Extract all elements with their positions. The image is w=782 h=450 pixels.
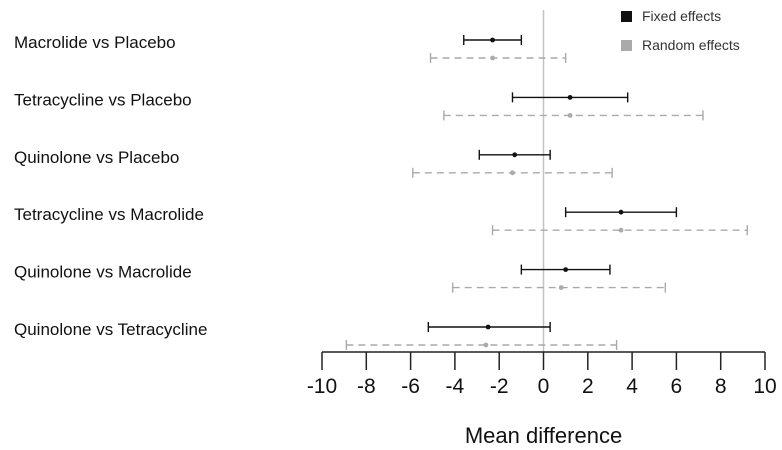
x-tick-label: -10	[307, 375, 337, 398]
legend-label: Fixed effects	[642, 8, 721, 24]
series-random-effects	[345, 53, 748, 350]
point-estimate	[558, 285, 564, 290]
point-estimate	[618, 209, 624, 215]
legend-swatch	[621, 40, 632, 51]
comparison-label: Quinolone vs Tetracycline	[14, 320, 207, 339]
point-estimate	[512, 152, 518, 158]
point-estimate	[567, 95, 573, 100]
x-tick-label: -8	[357, 375, 376, 398]
comparison-label: Tetracycline vs Macrolide	[14, 205, 204, 224]
x-tick-label: 2	[582, 375, 594, 398]
x-tick-label: 4	[626, 375, 638, 398]
point-estimate	[490, 55, 495, 61]
point-estimate	[563, 267, 569, 272]
x-tick-label: -6	[401, 375, 420, 398]
x-tick-label: 6	[671, 375, 683, 398]
point-estimate	[510, 170, 515, 176]
point-estimate	[490, 37, 495, 43]
x-tick-label: -2	[490, 375, 509, 398]
legend-swatch	[621, 11, 632, 22]
interval-series	[345, 35, 748, 350]
comparison-label: Tetracycline vs Placebo	[14, 90, 192, 109]
point-estimate	[618, 227, 624, 233]
x-tick-label: 10	[753, 375, 776, 398]
comparison-rows: Macrolide vs Placebo Tetracycline vs Plac…	[14, 33, 207, 339]
x-axis: -10 -8 -6 -4 -2 0 2 4 6 8 10	[307, 351, 777, 398]
legend: Fixed effects Random effects	[621, 8, 740, 53]
x-tick-label: 8	[715, 375, 727, 398]
comparison-label: Quinolone vs Macrolide	[14, 263, 192, 282]
comparison-label: Quinolone vs Placebo	[14, 148, 179, 167]
series-fixed-effects	[427, 35, 678, 332]
x-axis-title: Mean difference	[465, 423, 622, 448]
point-estimate	[483, 342, 489, 348]
point-estimate	[485, 324, 491, 330]
legend-label: Random effects	[642, 37, 740, 53]
x-tick-label: -4	[446, 375, 465, 398]
x-tick-label: 0	[538, 375, 550, 398]
point-estimate	[567, 113, 573, 118]
comparison-label: Macrolide vs Placebo	[14, 33, 176, 52]
